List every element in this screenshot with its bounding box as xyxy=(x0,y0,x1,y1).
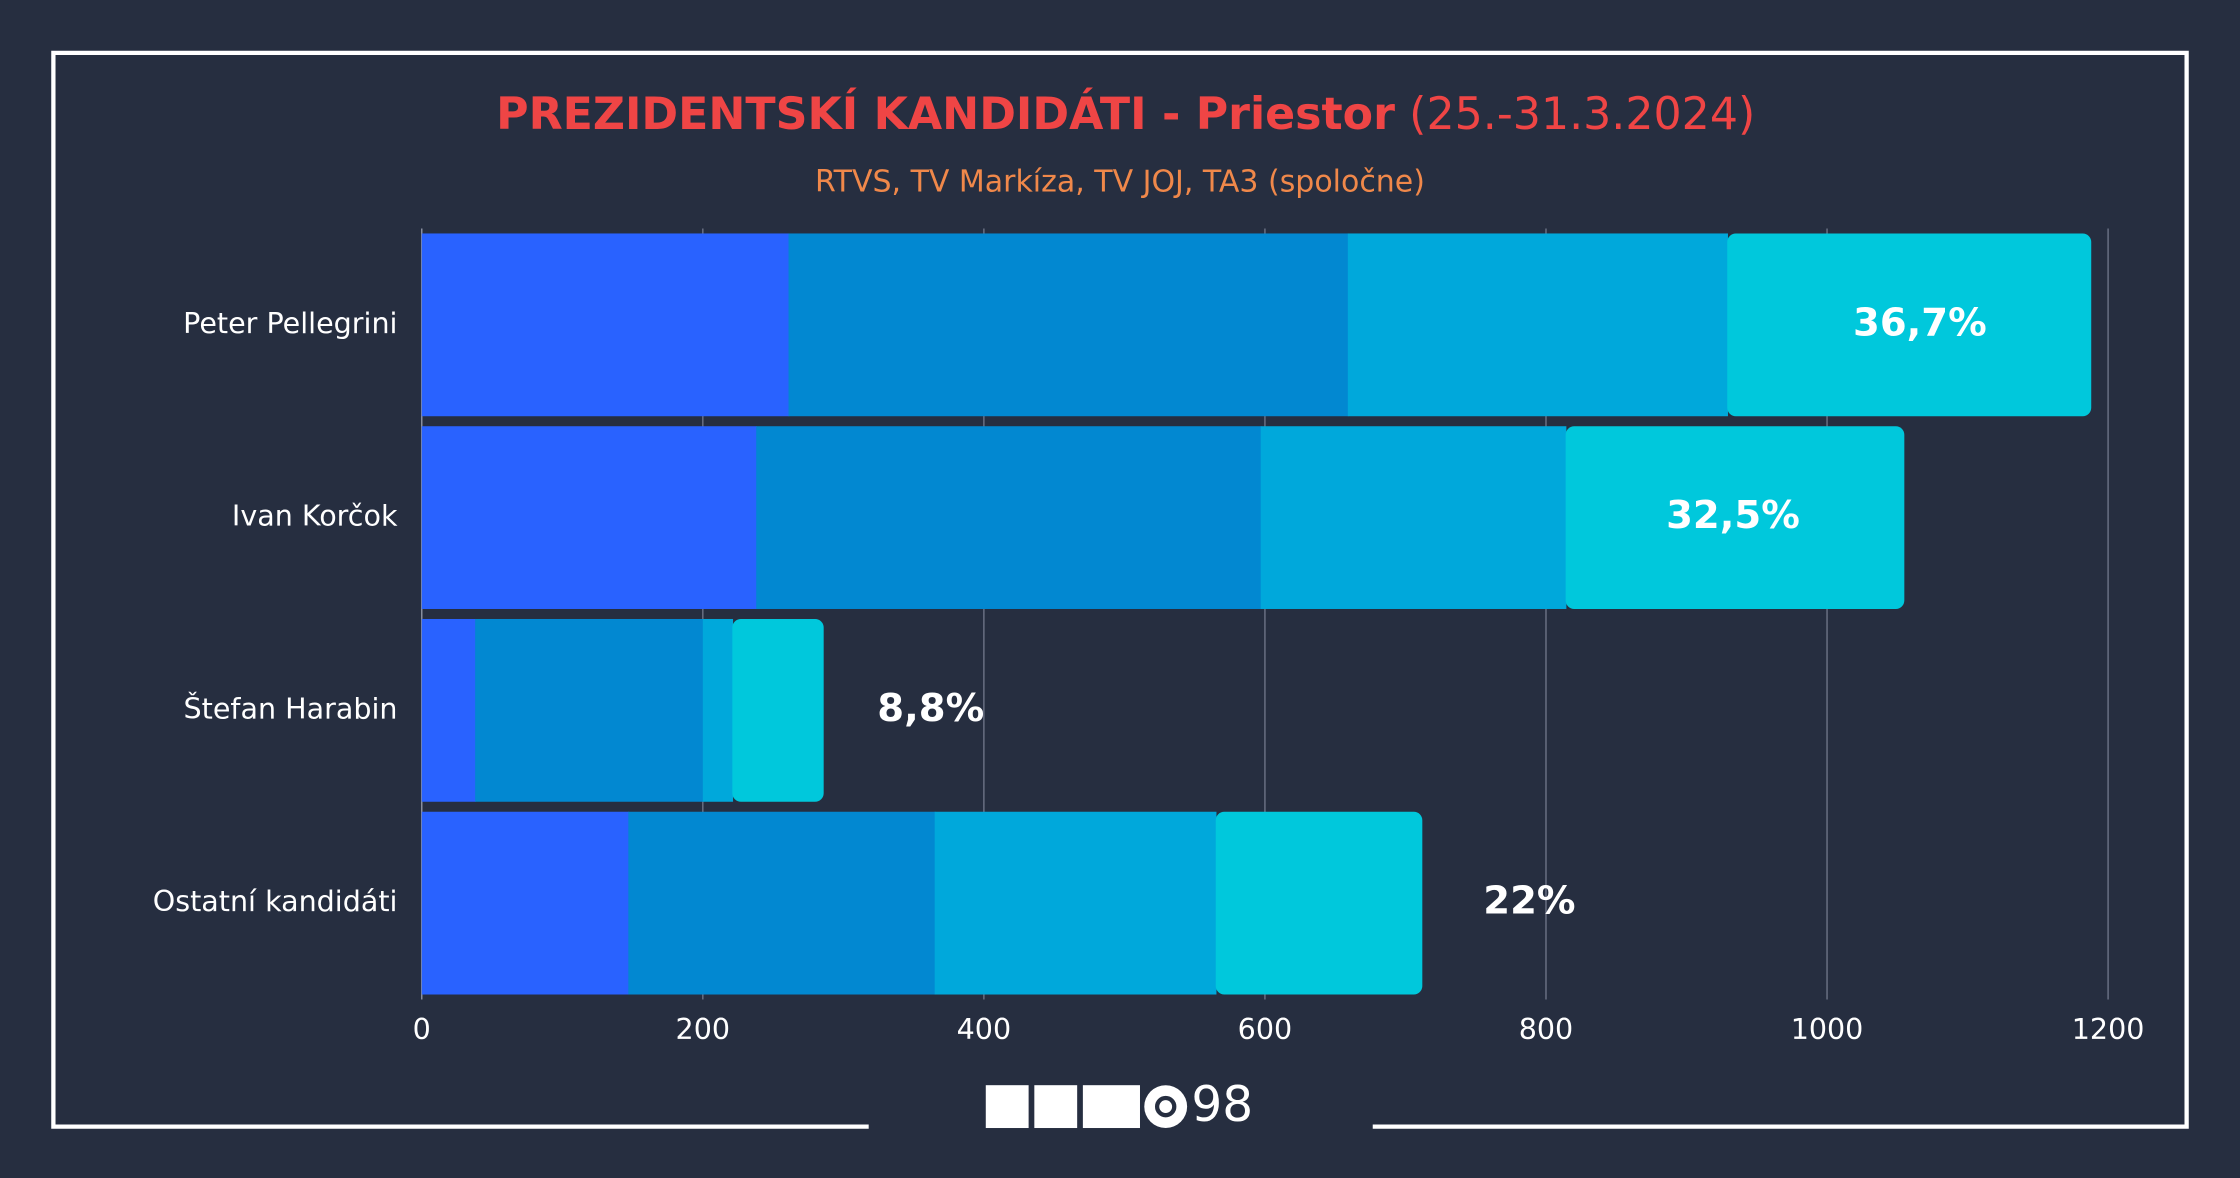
title-period: (25.-31.3.2024) xyxy=(1409,89,1755,140)
logo-circle xyxy=(1144,1085,1188,1129)
logo-ring xyxy=(1154,1095,1177,1118)
bar-segment xyxy=(628,811,936,995)
bar-segment xyxy=(421,426,757,609)
data-label: 8,8% xyxy=(877,686,984,731)
bar-segment xyxy=(1215,811,1423,995)
logo-block xyxy=(1082,1085,1140,1129)
bar-segment xyxy=(934,811,1217,995)
subtitle: RTVS, TV Markíza, TV JOJ, TA3 (spoločne) xyxy=(815,164,1425,199)
data-label: 22% xyxy=(1483,879,1575,924)
bar-segment xyxy=(788,233,1349,417)
y-tick-label: Peter Pellegrini xyxy=(183,306,397,340)
x-tick-label: 0 xyxy=(413,1012,431,1046)
x-tick-label: 1200 xyxy=(2072,1012,2145,1046)
y-tick-label: Ostatní kandidáti xyxy=(153,884,398,918)
data-label: 32,5% xyxy=(1666,493,1800,538)
bar-segment xyxy=(702,618,734,802)
x-tick-label: 1000 xyxy=(1791,1012,1864,1046)
bar-segment xyxy=(732,618,824,802)
x-tick-label: 400 xyxy=(957,1012,1012,1046)
y-tick-label: Štefan Harabin xyxy=(184,691,398,725)
bar-segment xyxy=(1565,426,1905,609)
bar-segment xyxy=(756,426,1262,609)
bar-segment xyxy=(1347,233,1728,417)
logo-text: 98 xyxy=(1191,1077,1253,1133)
title-main: PREZIDENTSKÍ KANDIDÁTI - Priestor xyxy=(496,87,1395,140)
data-label: 36,7% xyxy=(1853,300,1987,345)
logo-block xyxy=(985,1085,1029,1129)
y-tick-label: Ivan Korčok xyxy=(232,499,398,533)
x-tick-label: 800 xyxy=(1519,1012,1573,1046)
bar-segment xyxy=(421,233,790,417)
plot: 0 200 400 600 800 1000 1200 Peter Pellegrini 36,… xyxy=(153,228,2145,1046)
x-tick-label: 600 xyxy=(1238,1012,1293,1046)
bar-segment xyxy=(1727,233,2092,417)
frame xyxy=(51,50,2189,1129)
bar-segment xyxy=(475,618,704,802)
bar-segment xyxy=(421,618,476,802)
bar-segment xyxy=(421,811,630,995)
bar-segment xyxy=(1260,426,1567,609)
logo: 98 xyxy=(985,1077,1253,1133)
chart-title: PREZIDENTSKÍ KANDIDÁTI - Priestor (25.-31… xyxy=(496,87,1755,140)
logo-block xyxy=(1034,1085,1078,1129)
x-tick-label: 200 xyxy=(676,1012,731,1046)
